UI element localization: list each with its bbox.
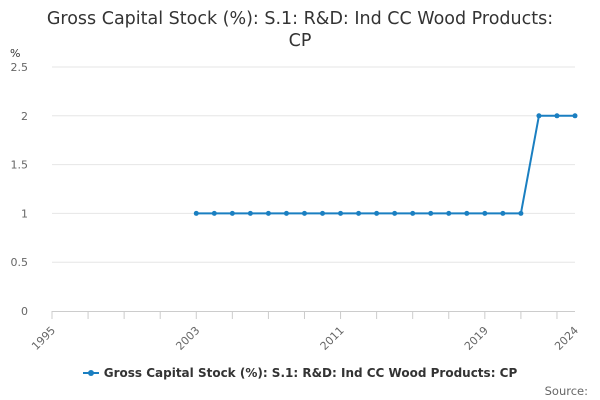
data-point[interactable] xyxy=(428,210,434,216)
y-tick-label: 2 xyxy=(21,110,28,123)
data-point[interactable] xyxy=(338,210,344,216)
data-point[interactable] xyxy=(283,210,289,216)
data-point[interactable] xyxy=(211,210,217,216)
chart-title: Gross Capital Stock (%): S.1: R&D: Ind C… xyxy=(0,8,600,52)
data-point[interactable] xyxy=(392,210,398,216)
chart-title-line-1: Gross Capital Stock (%): S.1: R&D: Ind C… xyxy=(46,9,554,29)
data-point[interactable] xyxy=(265,210,271,216)
legend[interactable]: Gross Capital Stock (%): S.1: R&D: Ind C… xyxy=(0,366,600,380)
data-point[interactable] xyxy=(572,113,578,119)
data-point[interactable] xyxy=(536,113,542,119)
x-tick-label: 2011 xyxy=(318,324,347,353)
series-layer xyxy=(193,113,578,216)
x-tick-label: 2019 xyxy=(462,324,491,353)
x-tick-label: 2003 xyxy=(173,324,202,353)
x-tick-label: 2024 xyxy=(552,324,581,353)
y-tick-label: 1.5 xyxy=(11,159,29,172)
data-point[interactable] xyxy=(229,210,235,216)
data-point[interactable] xyxy=(374,210,380,216)
axis-layer: 0 0.5 1 1.5 2 2.5 1995 2003 2011 2019 2024 xyxy=(11,61,582,353)
y-tick-label: 2.5 xyxy=(11,61,29,74)
y-tick-label: 1 xyxy=(21,207,28,220)
y-tick-label: 0 xyxy=(21,305,28,318)
legend-line-marker-icon xyxy=(82,367,99,379)
data-point[interactable] xyxy=(247,210,253,216)
grid-layer xyxy=(52,66,575,263)
series-line xyxy=(196,114,575,215)
chart-title-line-2: CP xyxy=(288,31,312,51)
legend-item-label: Gross Capital Stock (%): S.1: R&D: Ind C… xyxy=(103,366,518,380)
data-point[interactable] xyxy=(301,210,307,216)
x-tick-label: 1995 xyxy=(29,324,58,353)
data-point[interactable] xyxy=(500,210,506,216)
data-point[interactable] xyxy=(356,210,362,216)
data-point[interactable] xyxy=(518,210,524,216)
data-point[interactable] xyxy=(482,210,488,216)
data-point[interactable] xyxy=(464,210,470,216)
source-label[interactable]: Source: xyxy=(544,384,588,398)
data-point[interactable] xyxy=(446,210,452,216)
data-point[interactable] xyxy=(193,210,199,216)
y-tick-label: 0.5 xyxy=(11,256,29,269)
y-axis-unit-label: % xyxy=(10,47,20,60)
data-point[interactable] xyxy=(554,113,560,119)
data-point[interactable] xyxy=(320,210,326,216)
data-point[interactable] xyxy=(410,210,416,216)
